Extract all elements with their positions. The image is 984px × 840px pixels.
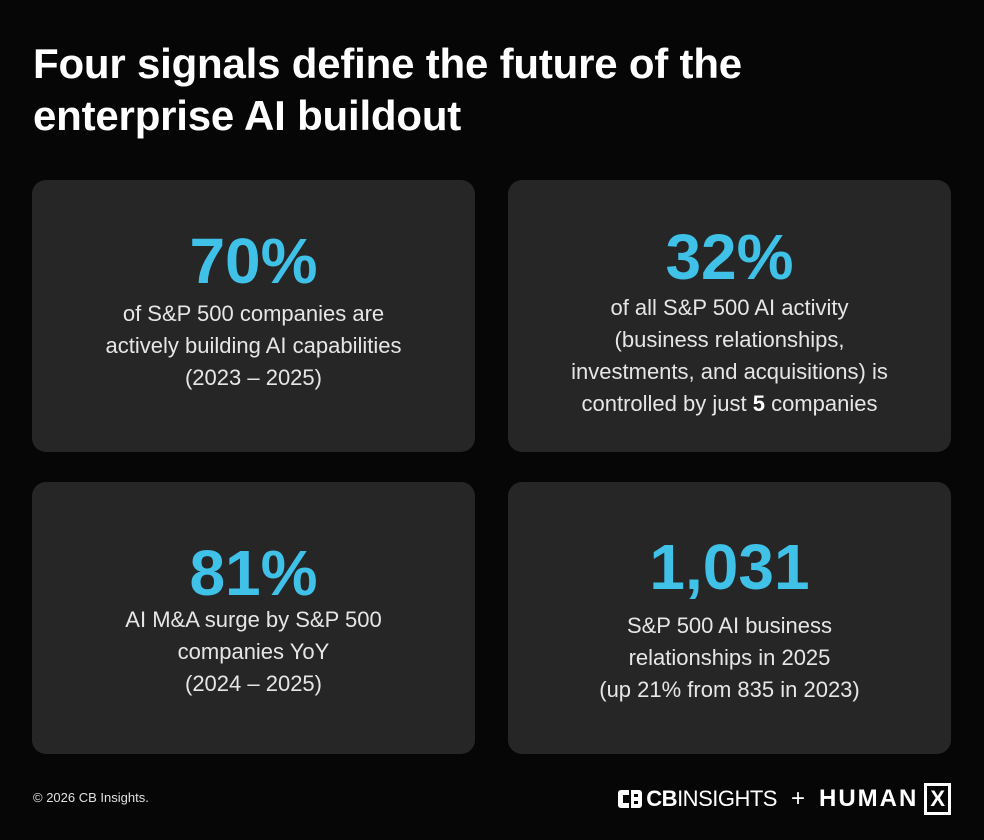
signal-card-ai-activity-concentration: 32% of all S&P 500 AI activity (business… — [508, 180, 951, 452]
signal-card-sp500-building-ai: 70% of S&P 500 companies are actively bu… — [32, 180, 475, 452]
plus-sign: + — [790, 785, 805, 812]
description-line: of S&P 500 companies are — [122, 301, 385, 326]
cb-insights-wordmark: CBINSIGHTS — [646, 786, 777, 811]
description-line: relationships in 2025 — [628, 645, 831, 670]
description-text: companies — [764, 391, 878, 416]
description-line: (2023 – 2025) — [184, 365, 322, 390]
cb-insights-logo: CBINSIGHTS — [618, 786, 777, 812]
description-line: companies YoY — [177, 639, 330, 664]
signal-card-ai-ma-surge: 81% AI M&A surge by S&P 500 companies Yo… — [32, 482, 475, 754]
description-line: (business relationships, — [614, 327, 845, 352]
signal-stat: 1,031 — [649, 531, 810, 603]
signal-stat: 81% — [189, 537, 318, 609]
humanx-bracket-x: X — [924, 783, 951, 815]
description-text: controlled by just — [581, 391, 753, 416]
copyright-notice: © 2026 CB Insights. — [33, 790, 149, 805]
description-line: AI M&A surge by S&P 500 — [125, 607, 382, 632]
signal-stat: 32% — [665, 221, 794, 293]
description-line: (2024 – 2025) — [185, 671, 322, 696]
description-line: S&P 500 AI business — [626, 613, 833, 638]
description-line: actively building AI capabilities — [105, 333, 402, 358]
signal-description: AI M&A surge by S&P 500 companies YoY (2… — [105, 604, 401, 700]
humanx-logo: HUMAN X — [819, 783, 951, 815]
description-line: controlled by just 5 companies — [571, 388, 888, 420]
description-line: (up 21% from 835 in 2023) — [599, 677, 860, 702]
partner-logos: CBINSIGHTS + HUMAN X — [618, 780, 951, 818]
signal-card-ai-business-relationships: 1,031 S&P 500 AI business relationships … — [508, 482, 951, 754]
signal-description: of S&P 500 companies are actively buildi… — [86, 298, 422, 394]
cb-insights-mark-icon — [618, 790, 643, 808]
description-line: investments, and acquisitions) is — [571, 359, 888, 384]
signal-description: of all S&P 500 AI activity (business rel… — [551, 292, 908, 420]
humanx-wordmark: HUMAN — [818, 785, 919, 812]
page-title: Four signals define the future of the en… — [33, 40, 742, 139]
signal-stat: 70% — [189, 225, 318, 297]
signal-description: S&P 500 AI business relationships in 202… — [579, 610, 880, 706]
description-line: of all S&P 500 AI activity — [610, 295, 849, 320]
highlight-number: 5 — [752, 391, 765, 416]
